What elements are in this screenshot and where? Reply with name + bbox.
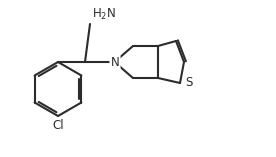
Text: S: S bbox=[185, 76, 192, 89]
Text: N: N bbox=[111, 56, 120, 68]
Text: Cl: Cl bbox=[52, 119, 64, 132]
Text: H$_2$N: H$_2$N bbox=[92, 7, 116, 22]
